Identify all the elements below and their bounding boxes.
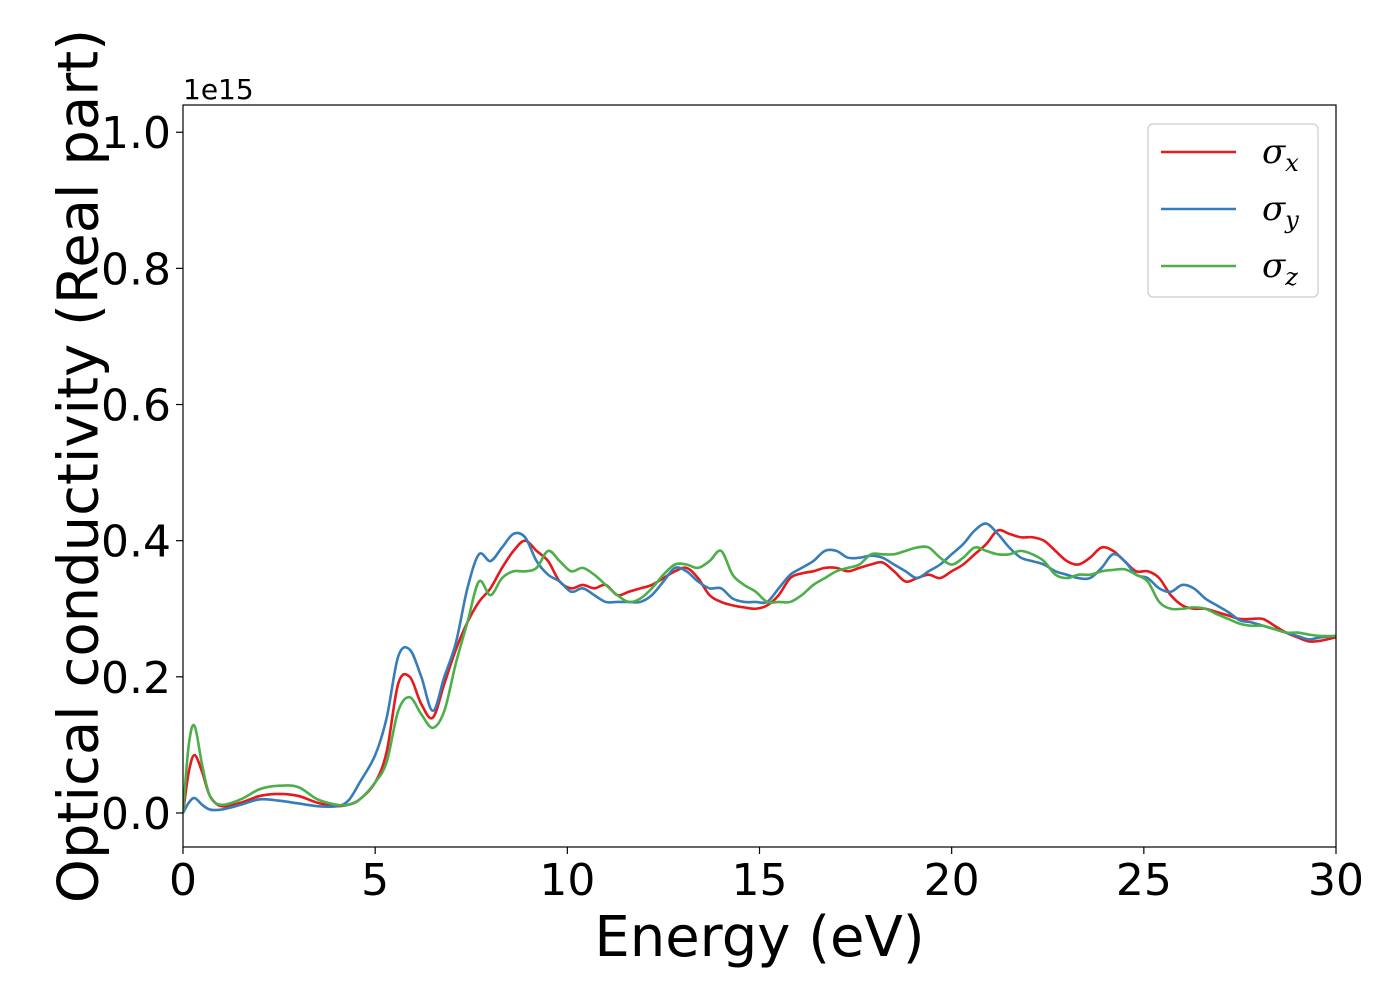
- y-tick-label: 0.4: [101, 517, 171, 568]
- legend-label: σz: [1262, 246, 1298, 291]
- x-tick-label: 20: [924, 855, 980, 906]
- y-tick-label: 0.8: [101, 244, 171, 295]
- x-tick-label: 25: [1116, 855, 1172, 906]
- x-tick-label: 10: [539, 855, 595, 906]
- y-tick-label: 0.0: [101, 789, 171, 840]
- legend-label-subscript: y: [1284, 206, 1299, 234]
- legend-label-base: σ: [1262, 189, 1286, 229]
- x-tick-label: 15: [732, 855, 788, 906]
- y-offset-label: 1e15: [183, 73, 254, 106]
- legend-label-subscript: x: [1285, 149, 1299, 177]
- legend-label-base: σ: [1262, 132, 1286, 172]
- series-line-y: [183, 522, 1336, 814]
- legend-label: σy: [1262, 189, 1299, 234]
- legend-label: σx: [1262, 132, 1299, 177]
- series-line-x: [183, 528, 1336, 814]
- x-tick-label: 5: [361, 855, 389, 906]
- y-axis-title: Optical conductivity (Real part): [47, 29, 112, 903]
- y-tick-label: 0.2: [101, 653, 171, 704]
- x-tick-label: 30: [1308, 855, 1364, 906]
- legend-label-subscript: z: [1284, 263, 1298, 291]
- x-axis-title: Energy (eV): [594, 905, 924, 970]
- legend-label-base: σ: [1262, 246, 1286, 286]
- series-layer: [183, 522, 1336, 814]
- x-tick-label: 0: [169, 855, 197, 906]
- legend-box: [1147, 123, 1319, 298]
- y-tick-label: 0.6: [101, 381, 171, 432]
- y-tick-label: 1.0: [101, 108, 171, 159]
- series-line-z: [183, 545, 1336, 814]
- axis-ticks: 0 5 10 15 20 25 30 0.0 0.2 0.4 0.6 0.8 1.0: [101, 108, 1364, 906]
